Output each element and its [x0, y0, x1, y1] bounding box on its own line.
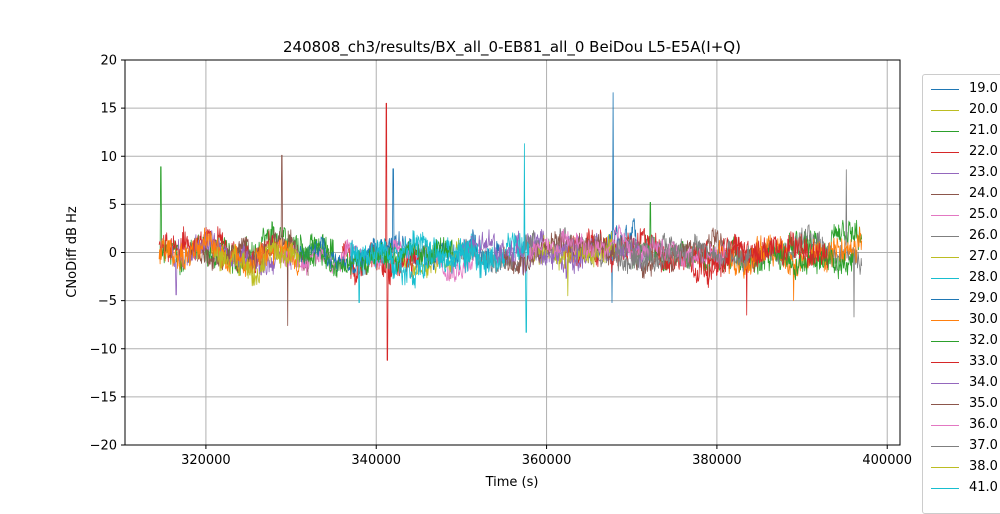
legend-label: 37.0 [969, 438, 998, 453]
series-layer [158, 92, 863, 361]
x-axis-label: Time (s) [485, 475, 539, 490]
legend-label: 19.0 [969, 81, 998, 96]
legend-item: 38.0 [923, 457, 1000, 478]
legend-swatch [931, 236, 959, 237]
legend-swatch [931, 362, 959, 363]
legend-label: 28.0 [969, 270, 998, 285]
legend-swatch [931, 404, 959, 405]
chart: 240808_ch3/results/BX_all_0-EB81_all_0 B… [65, 38, 913, 490]
legend-label: 32.0 [969, 333, 998, 348]
series-line-34-0 [461, 229, 581, 275]
chart-title: 240808_ch3/results/BX_all_0-EB81_all_0 B… [283, 38, 741, 57]
legend-item: 24.0 [923, 184, 1000, 205]
y-tick-label: 0 [109, 246, 117, 261]
legend-item: 26.0 [923, 226, 1000, 247]
legend-swatch [931, 425, 959, 426]
series-line-38-0 [214, 238, 300, 287]
legend-item: 35.0 [923, 394, 1000, 415]
y-tick-label: 5 [109, 198, 117, 213]
legend-swatch [931, 173, 959, 174]
legend-label: 23.0 [969, 165, 998, 180]
legend-swatch [931, 194, 959, 195]
legend-item: 41.0 [923, 478, 1000, 499]
legend: 19.0 20.0 21.0 22.0 23.0 24.0 25.0 26.0 27.0 28.0… [922, 74, 1000, 514]
legend-swatch [931, 299, 959, 300]
series-line-41-0 [350, 230, 479, 303]
legend-item: 37.0 [923, 436, 1000, 457]
legend-label: 36.0 [969, 417, 998, 432]
legend-swatch [931, 257, 959, 258]
legend-label: 38.0 [969, 459, 998, 474]
legend-item: 33.0 [923, 352, 1000, 373]
legend-item: 34.0 [923, 373, 1000, 394]
legend-item: 23.0 [923, 163, 1000, 184]
legend-swatch [931, 110, 959, 111]
y-tick-label: −15 [90, 390, 117, 405]
legend-swatch [931, 383, 959, 384]
legend-item: 19.0 [923, 79, 1000, 100]
legend-item: 32.0 [923, 331, 1000, 352]
legend-label: 22.0 [969, 144, 998, 159]
legend-item: 25.0 [923, 205, 1000, 226]
series-line-36-0 [529, 224, 726, 270]
legend-label: 21.0 [969, 123, 998, 138]
y-tick-label: −20 [90, 439, 117, 454]
legend-swatch [931, 215, 959, 216]
legend-label: 30.0 [969, 312, 998, 327]
legend-swatch [931, 152, 959, 153]
y-tick-label: −5 [98, 294, 117, 309]
legend-swatch [931, 320, 959, 321]
legend-label: 41.0 [969, 480, 998, 495]
y-tick-label: −10 [90, 342, 117, 357]
legend-label: 20.0 [969, 102, 998, 117]
legend-swatch [931, 89, 959, 90]
legend-label: 27.0 [969, 249, 998, 264]
legend-item: 20.0 [923, 100, 1000, 121]
legend-item: 28.0 [923, 268, 1000, 289]
legend-label: 33.0 [969, 354, 998, 369]
legend-swatch [931, 341, 959, 342]
legend-swatch [931, 278, 959, 279]
x-tick-label: 340000 [351, 453, 401, 468]
legend-swatch [931, 446, 959, 447]
legend-swatch [931, 488, 959, 489]
y-tick-label: 15 [100, 102, 117, 117]
legend-item: 21.0 [923, 121, 1000, 142]
legend-label: 25.0 [969, 207, 998, 222]
series-line-33-0 [690, 231, 828, 278]
ticks: 320000 340000 360000 380000 400000 −20 −15 −10 −… [90, 54, 912, 469]
x-tick-label: 400000 [862, 453, 912, 468]
legend-label: 29.0 [969, 291, 998, 306]
y-axis-label: CNoDiff dB Hz [65, 206, 80, 298]
legend-item: 30.0 [923, 310, 1000, 331]
legend-label: 26.0 [969, 228, 998, 243]
legend-swatch [931, 131, 959, 132]
legend-item: 29.0 [923, 289, 1000, 310]
legend-label: 34.0 [969, 375, 998, 390]
legend-item: 22.0 [923, 142, 1000, 163]
y-tick-label: 20 [100, 54, 117, 69]
series-line-37-0 [614, 233, 752, 275]
legend-label: 35.0 [969, 396, 998, 411]
y-tick-label: 10 [100, 150, 117, 165]
x-tick-label: 380000 [692, 453, 742, 468]
legend-item: 36.0 [923, 415, 1000, 436]
legend-item: 27.0 [923, 247, 1000, 268]
x-tick-label: 360000 [522, 453, 572, 468]
x-tick-label: 320000 [181, 453, 231, 468]
legend-label: 24.0 [969, 186, 998, 201]
legend-swatch [931, 467, 959, 468]
